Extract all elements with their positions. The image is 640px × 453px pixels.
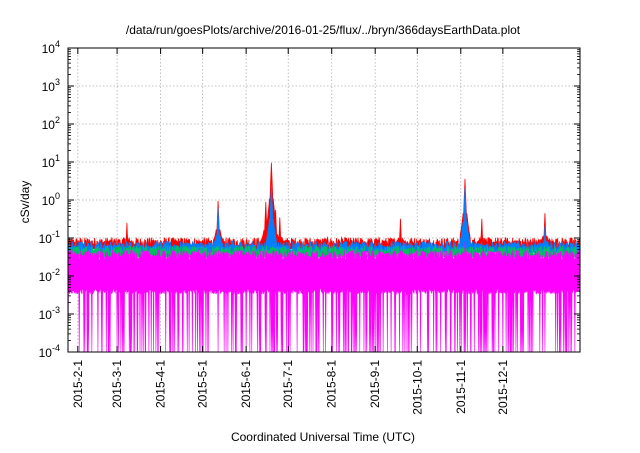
y-tick-label: 100 xyxy=(42,191,60,208)
x-tick-label: 2015-3-1 xyxy=(110,360,124,408)
x-tick-label: 2015-9-1 xyxy=(368,360,382,408)
x-tick-label: 2015-11-1 xyxy=(454,360,468,414)
x-tick-label: 2015-5-1 xyxy=(196,360,210,408)
x-tick-label: 2015-12-1 xyxy=(496,360,510,415)
plot-frame xyxy=(67,47,581,353)
series-4 xyxy=(67,241,581,353)
axes: 10-4 10-3 10-2 10-1 100 101 102 103 104 2015-2-1 2… xyxy=(39,39,581,415)
y-tick-label: 102 xyxy=(42,115,60,132)
y-axis-label: cSv/day xyxy=(18,181,32,224)
y-tick-label: 10-1 xyxy=(39,229,60,246)
x-axis-label: Coordinated Universal Time (UTC) xyxy=(231,430,415,444)
chart-title: /data/run/goesPlots/archive/2016-01-25/f… xyxy=(126,23,521,37)
y-tick-label: 104 xyxy=(42,39,60,56)
x-tick-label: 2015-7-1 xyxy=(281,360,295,408)
x-tick-label: 2015-2-1 xyxy=(71,360,85,408)
y-tick-label: 101 xyxy=(42,153,60,170)
y-tick-label: 10-4 xyxy=(39,343,60,360)
y-tick-label: 10-2 xyxy=(39,267,60,284)
series-4-area xyxy=(67,241,581,353)
y-tick-label: 103 xyxy=(42,77,60,94)
x-tick-label: 2015-8-1 xyxy=(325,360,339,408)
x-tick-label: 2015-4-1 xyxy=(154,360,168,408)
x-tick-label: 2015-10-1 xyxy=(410,360,424,415)
y-tick-label: 10-3 xyxy=(39,305,60,322)
plot-data xyxy=(67,162,581,353)
x-tick-label: 2015-6-1 xyxy=(239,360,253,408)
